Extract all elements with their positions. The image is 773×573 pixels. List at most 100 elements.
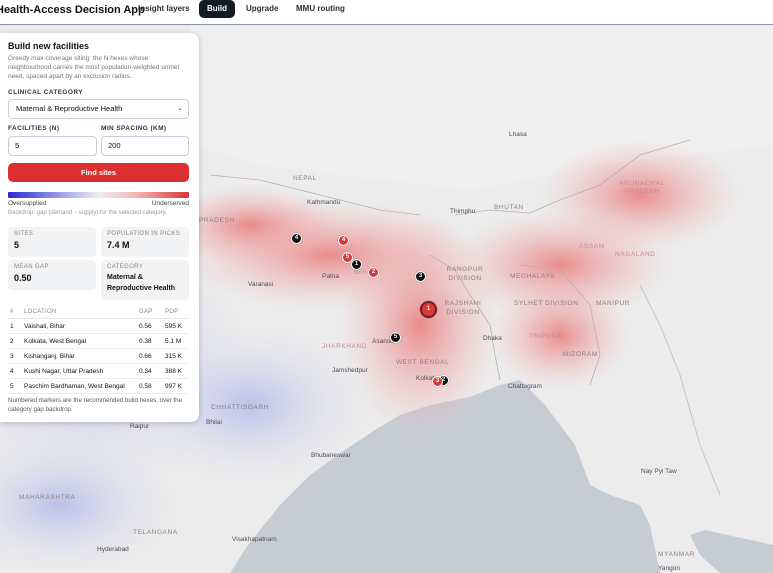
site-marker-red-3[interactable]: 3: [432, 376, 443, 387]
region-bihar-partial: BIH: [354, 269, 367, 276]
region-nepal: NEPAL: [293, 175, 317, 182]
place-raipur: Raipur: [130, 423, 150, 430]
region-tripura: TRIPURA: [529, 333, 562, 340]
row-location: Kishanganj, Bihar: [22, 348, 137, 364]
row-pop: 5.1 M: [163, 333, 189, 349]
row-pop: 315 K: [163, 348, 189, 364]
stat-category: CATEGORY Maternal & Reproductive Health: [101, 260, 189, 300]
stat-population-label: POPULATION IN PICKS: [107, 231, 181, 237]
site-marker-1[interactable]: 1: [351, 259, 362, 270]
region-arunachal-pradesh: ARUNACHAL PRADESH: [619, 180, 665, 195]
row-gap: 0.58: [137, 378, 163, 394]
place-asansol: Asansol: [372, 338, 396, 345]
row-index: 5: [8, 378, 22, 394]
map-canvas[interactable]: Lhasa Kathmandu Thimphu Varanasi Patna D…: [0, 25, 773, 573]
region-mizoram: MIZORAM: [563, 351, 598, 358]
place-chattogram: Chattogram: [508, 383, 542, 390]
stat-category-label: CATEGORY: [107, 264, 144, 270]
stat-mean-gap-value: 0.50: [14, 273, 32, 283]
find-sites-button[interactable]: Find sites: [8, 163, 189, 182]
site-marker-red-5[interactable]: 5: [342, 252, 353, 263]
legend-note: Backdrop: gap (demand − supply) for the …: [8, 210, 167, 216]
row-location: Kolkata, West Bengal: [22, 333, 137, 349]
picks-table: # LOCATION GAP POP 1 Vaishali, Bihar 0.5…: [8, 307, 189, 394]
facilities-label: FACILITIES (N): [8, 125, 60, 132]
spacing-input[interactable]: 200: [101, 136, 189, 156]
table-row[interactable]: 2 Kolkata, West Bengal 0.38 5.1 M: [8, 333, 189, 349]
stat-category-value: Maternal & Reproductive Health: [107, 274, 176, 292]
region-jharkhand: JHARKHAND: [322, 343, 368, 350]
row-index: 2: [8, 333, 22, 349]
site-marker-red-4[interactable]: 4: [338, 235, 349, 246]
site-marker-4[interactable]: 4: [291, 233, 302, 244]
chevron-down-icon: ⌄: [177, 105, 183, 112]
stat-sites-value: 5: [14, 240, 20, 250]
spacing-label: MIN SPACING (KM): [101, 125, 167, 132]
region-maharashtra: MAHARASHTRA: [19, 494, 76, 501]
region-rangpur-division: RANGPUR DIVISION: [446, 266, 484, 282]
table-row[interactable]: 3 Kishanganj, Bihar 0.66 315 K: [8, 348, 189, 364]
row-gap: 0.66: [137, 348, 163, 364]
row-location: Paschim Bardhaman, West Bengal: [22, 378, 137, 394]
region-rajshahi-division: RAJSHAHI DIVISION: [444, 300, 482, 316]
row-index: 4: [8, 363, 22, 379]
place-dhaka: Dhaka: [483, 335, 502, 342]
table-row[interactable]: 5 Paschim Bardhaman, West Bengal 0.58 99…: [8, 378, 189, 394]
tab-insight-layers[interactable]: Insight layers: [138, 4, 190, 13]
category-select[interactable]: Maternal & Reproductive Health ⌄: [8, 99, 189, 119]
row-pop: 388 K: [163, 363, 189, 379]
place-patna: Patna: [322, 273, 339, 280]
tab-build[interactable]: Build: [199, 0, 235, 18]
region-myanmar: MYANMAR: [658, 551, 695, 558]
col-index: #: [8, 307, 22, 319]
row-pop: 595 K: [163, 318, 189, 334]
stat-mean-gap: MEAN GAP 0.50: [8, 260, 96, 290]
site-marker-3[interactable]: 3: [415, 271, 426, 282]
site-marker-5[interactable]: 5: [390, 332, 401, 343]
region-assam: ASSAM: [579, 243, 605, 250]
row-gap: 0.34: [137, 363, 163, 379]
row-gap: 0.56: [137, 318, 163, 334]
picks-table-header: # LOCATION GAP POP: [8, 307, 189, 319]
category-select-value: Maternal & Reproductive Health: [16, 104, 123, 113]
row-index: 1: [8, 318, 22, 334]
tab-upgrade[interactable]: Upgrade: [246, 4, 279, 13]
row-location: Vaishali, Bihar: [22, 318, 137, 334]
place-lhasa: Lhasa: [509, 131, 527, 138]
site-marker-red-2[interactable]: 2: [368, 267, 379, 278]
region-meghalaya: MEGHALAYA: [510, 273, 555, 280]
region-sylhet-division: SYLHET DIVISION: [514, 300, 579, 307]
panel-title: Build new facilities: [8, 41, 90, 51]
panel-footnote: Numbered markers are the recommended bui…: [8, 397, 183, 413]
top-bar: Health-Access Decision App Insight layer…: [0, 0, 773, 25]
panel-description: Greedy max-coverage siting: the N hexes …: [8, 55, 180, 80]
site-marker-red-1[interactable]: 1: [420, 301, 437, 318]
place-yangon: Yangon: [658, 565, 680, 572]
col-location: LOCATION: [22, 307, 137, 319]
facilities-input[interactable]: 5: [8, 136, 97, 156]
row-pop: 997 K: [163, 378, 189, 394]
place-hyderabad: Hyderabad: [97, 546, 129, 553]
place-kathmandu: Kathmandu: [307, 199, 341, 206]
place-bhilai: Bhilai: [206, 419, 222, 426]
region-west-bengal: WEST BENGAL: [396, 359, 450, 366]
region-pradesh: PRADESH: [199, 217, 235, 224]
stat-population-value: 7.4 M: [107, 240, 130, 250]
place-varanasi: Varanasi: [248, 281, 274, 288]
stat-sites: SITES 5: [8, 227, 96, 257]
category-label: CLINICAL CATEGORY: [8, 89, 83, 96]
table-row[interactable]: 4 Kushi Nagar, Uttar Pradesh 0.34 388 K: [8, 363, 189, 379]
legend-left-label: Oversupplied: [8, 200, 47, 207]
stat-population: POPULATION IN PICKS 7.4 M: [101, 227, 189, 257]
table-row[interactable]: 1 Vaishali, Bihar 0.56 595 K: [8, 318, 189, 334]
region-telangana: TELANGANA: [133, 529, 178, 536]
tab-mmu-routing[interactable]: MMU routing: [296, 4, 345, 13]
region-manipur: MANIPUR: [596, 300, 631, 307]
row-index: 3: [8, 348, 22, 364]
row-location: Kushi Nagar, Uttar Pradesh: [22, 363, 137, 379]
region-bhutan: BHUTAN: [494, 204, 524, 211]
row-gap: 0.38: [137, 333, 163, 349]
map-backdrop: [0, 25, 773, 573]
region-nagaland: NAGALAND: [615, 251, 656, 258]
stat-sites-label: SITES: [14, 231, 34, 237]
